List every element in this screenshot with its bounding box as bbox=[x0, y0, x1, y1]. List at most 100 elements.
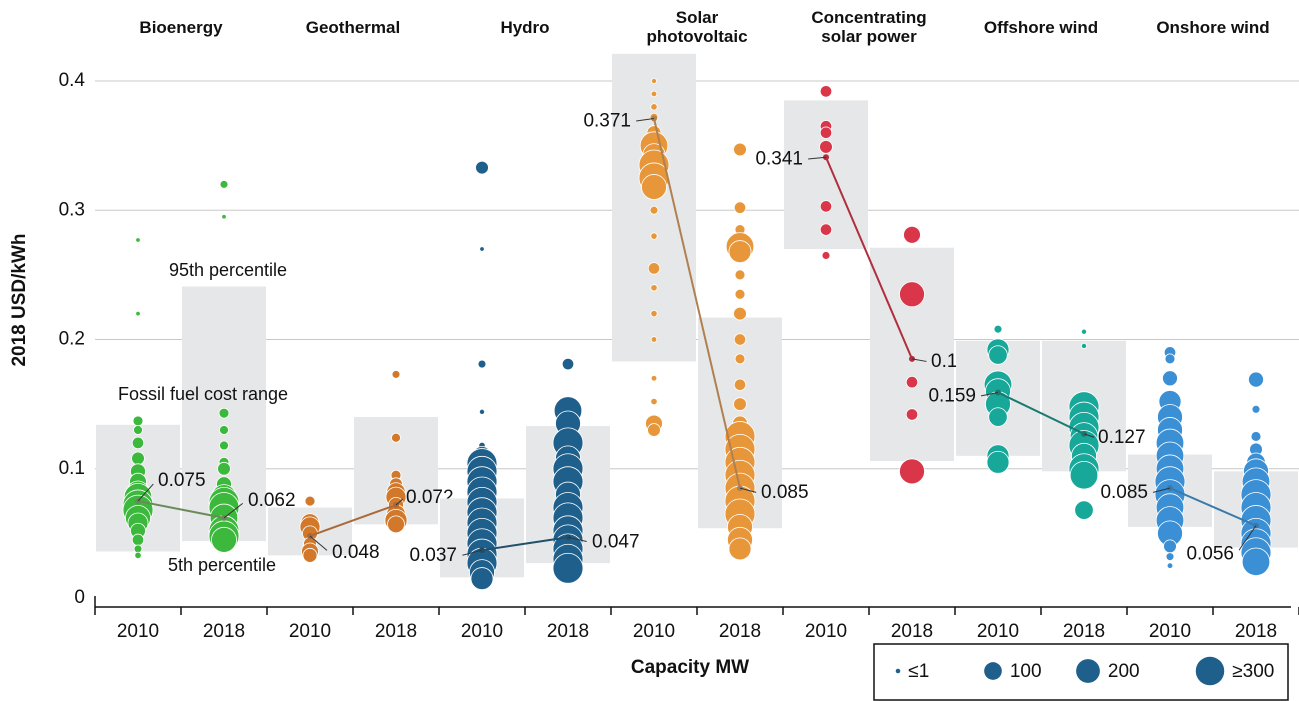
average-line bbox=[653, 118, 741, 489]
bubble bbox=[734, 288, 746, 300]
group-header: Solar photovoltaic bbox=[622, 4, 772, 50]
leader-line bbox=[911, 358, 927, 362]
average-line bbox=[997, 391, 1085, 435]
group-name: Bioenergy bbox=[139, 17, 223, 37]
bubble bbox=[899, 458, 925, 485]
bubble bbox=[650, 77, 658, 85]
x-tick-label: 2018 bbox=[1063, 621, 1105, 642]
bubble bbox=[988, 407, 1008, 427]
bubble bbox=[391, 370, 401, 379]
bubble bbox=[819, 126, 833, 139]
bubble bbox=[133, 425, 143, 435]
average-label: 0.159 bbox=[928, 386, 976, 407]
legend-box bbox=[873, 643, 1289, 701]
bubble bbox=[134, 551, 142, 559]
bubble bbox=[219, 440, 229, 451]
bubble bbox=[650, 397, 658, 406]
leader-line bbox=[808, 156, 827, 160]
bubble bbox=[733, 306, 747, 321]
annotation: 5th percentile bbox=[168, 555, 276, 575]
bubble bbox=[561, 357, 575, 371]
bubble bbox=[1069, 460, 1099, 490]
bubble bbox=[479, 246, 485, 252]
average-label: 0.037 bbox=[409, 545, 457, 566]
x-tick-label: 2010 bbox=[289, 621, 331, 642]
leader-line bbox=[137, 483, 154, 502]
bubble bbox=[302, 547, 318, 563]
bubble bbox=[649, 205, 659, 215]
bubble bbox=[1164, 353, 1176, 365]
bubble bbox=[733, 397, 747, 411]
bubble bbox=[1248, 371, 1264, 388]
annotation: Fossil fuel cost range bbox=[118, 384, 288, 404]
bubble bbox=[650, 336, 658, 343]
average-line bbox=[309, 503, 397, 537]
x-tick-label: 2018 bbox=[375, 621, 417, 642]
leader-line bbox=[1152, 487, 1171, 493]
bubble bbox=[988, 345, 1008, 365]
bubble bbox=[135, 237, 141, 243]
bubble bbox=[133, 544, 143, 554]
group-name: Onshore wind bbox=[1156, 17, 1270, 37]
leader-line bbox=[309, 535, 328, 551]
bubble bbox=[1241, 547, 1271, 577]
bubble bbox=[905, 375, 919, 389]
group-header: Onshore wind bbox=[1138, 4, 1288, 50]
bubble bbox=[131, 436, 145, 450]
bubble bbox=[650, 375, 658, 382]
bubble bbox=[131, 451, 145, 466]
average-label: 0.341 bbox=[755, 148, 803, 169]
legend-label: ≤1 bbox=[908, 661, 929, 682]
bubble bbox=[734, 353, 746, 365]
average-label: 0.048 bbox=[332, 542, 380, 563]
leader-line bbox=[223, 503, 244, 519]
x-tick-label: 2018 bbox=[891, 621, 933, 642]
average-label: 0.085 bbox=[761, 482, 809, 503]
legend-bubble bbox=[1195, 656, 1225, 686]
bubble bbox=[552, 552, 584, 584]
group-header: Offshore wind bbox=[966, 4, 1116, 50]
bubble bbox=[1080, 328, 1088, 335]
average-line bbox=[137, 500, 225, 519]
bubble bbox=[650, 310, 658, 318]
y-tick-label: 0.3 bbox=[59, 199, 85, 220]
average-line bbox=[825, 156, 913, 360]
x-tick-label: 2010 bbox=[117, 621, 159, 642]
bubble bbox=[219, 425, 229, 435]
legend-bubble bbox=[895, 668, 901, 674]
leader-line bbox=[462, 549, 483, 556]
average-label: 0.127 bbox=[1098, 427, 1146, 448]
group-header: Geothermal bbox=[278, 4, 428, 50]
x-tick-label: 2018 bbox=[547, 621, 589, 642]
group-header: Bioenergy bbox=[106, 4, 256, 50]
bubble bbox=[1162, 370, 1178, 387]
bubble bbox=[734, 269, 746, 281]
leader-line bbox=[1238, 525, 1257, 551]
bubble bbox=[728, 537, 752, 561]
average-label: 0.062 bbox=[248, 490, 296, 511]
x-tick-label: 2010 bbox=[461, 621, 503, 642]
x-tick-label: 2010 bbox=[805, 621, 847, 642]
leader-line bbox=[1083, 433, 1095, 438]
average-label: 0.371 bbox=[583, 110, 631, 131]
bubble bbox=[304, 495, 316, 507]
bubble bbox=[650, 232, 658, 240]
bubble bbox=[819, 85, 833, 98]
average-label: 0.085 bbox=[1100, 482, 1148, 503]
bubble bbox=[391, 432, 401, 443]
group-name: Geothermal bbox=[305, 17, 401, 37]
group-name: Concentrating solar power bbox=[811, 8, 927, 46]
legend-bubble bbox=[984, 662, 1002, 680]
x-tick-label: 2018 bbox=[203, 621, 245, 642]
bubble bbox=[899, 281, 925, 308]
bubble bbox=[733, 333, 747, 346]
average-label: 0.056 bbox=[1186, 544, 1234, 565]
x-tick-label: 2018 bbox=[1235, 621, 1277, 642]
bubble bbox=[131, 533, 145, 547]
bubble bbox=[993, 324, 1003, 334]
x-tick-label: 2018 bbox=[719, 621, 761, 642]
y-axis-label: 2018 USD/kWh bbox=[9, 233, 30, 366]
bubble bbox=[217, 461, 231, 476]
bubble bbox=[219, 180, 229, 189]
